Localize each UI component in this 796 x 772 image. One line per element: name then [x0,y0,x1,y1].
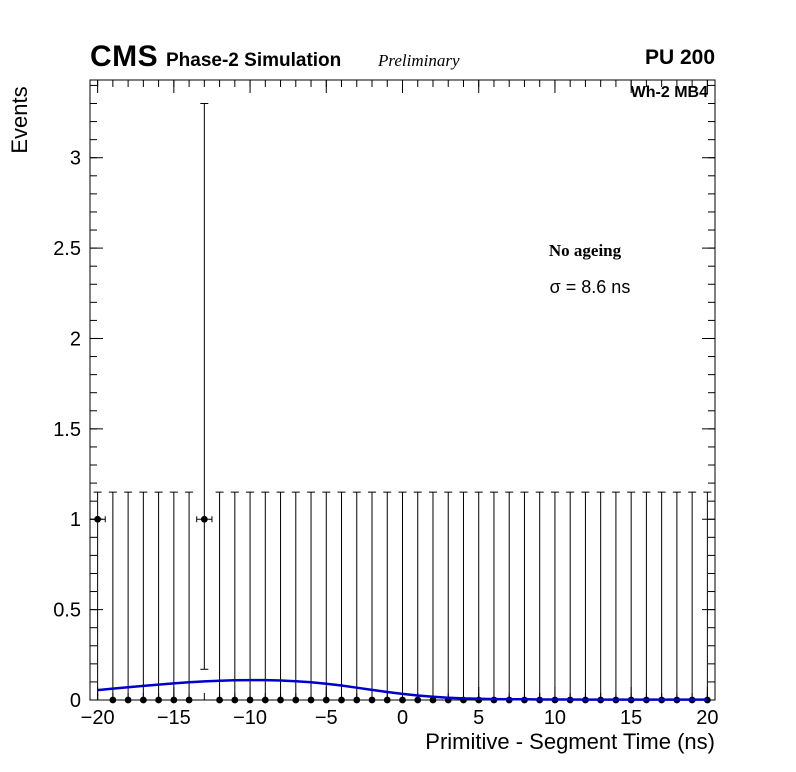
phase2-simulation-label: Phase-2 Simulation [166,50,342,71]
data-marker [399,696,406,704]
data-marker [368,696,376,704]
data-marker [109,696,117,704]
data-marker [292,696,300,704]
data-marker [200,515,208,523]
data-marker [246,696,254,704]
data-marker [185,696,193,704]
data-marker [429,696,437,704]
x-tick-label: −10 [233,707,267,729]
x-tick-label: −5 [315,707,338,729]
y-tick-label: 2.5 [53,238,81,260]
x-tick-label: −20 [81,707,115,729]
x-tick-label: 10 [544,707,566,729]
x-tick-label: 15 [620,707,642,729]
x-axis-title: Primitive - Segment Time (ns) [425,729,715,754]
cms-logo-text: CMS [90,40,159,73]
data-marker [124,696,132,704]
data-marker [216,696,223,704]
chamber-label: Wh-2 MB4 [630,84,708,101]
plot-layer: −20 −15 −10 −5 0 5 10 15 20 0 0.5 1 1.5 2 2.5 3 [53,79,719,729]
data-marker [307,696,315,704]
sigma-value-label: σ = 8.6 ns [549,277,631,297]
data-marker [414,696,422,704]
data-marker [322,696,330,704]
data-marker [231,696,239,704]
data-marker [338,696,345,704]
y-tick-label: 1 [70,509,81,531]
data-marker [383,696,391,704]
y-tick-label: 0 [70,690,81,712]
data-marker [155,696,162,704]
ageing-label: No ageing [548,241,622,260]
fit-curve [97,678,708,701]
y-tick-label: 3 [70,148,81,170]
y-tick-label: 1.5 [53,419,81,441]
data-group [89,102,715,704]
x-tick-label: 0 [397,707,408,729]
x-tick-label: 5 [473,707,484,729]
x-tick-label: 20 [696,707,718,729]
data-marker [353,696,361,704]
x-tick-label: −15 [157,707,191,729]
preliminary-label: Preliminary [378,51,460,70]
pileup-label: PU 200 [644,46,715,69]
data-marker [139,696,147,704]
data-marker [261,696,269,704]
data-marker [277,696,284,704]
data-marker [170,696,178,704]
y-tick-label: 0.5 [53,600,81,622]
data-marker [94,515,102,523]
y-axis-title: Events [7,86,32,153]
y-tick-label: 2 [70,328,81,350]
